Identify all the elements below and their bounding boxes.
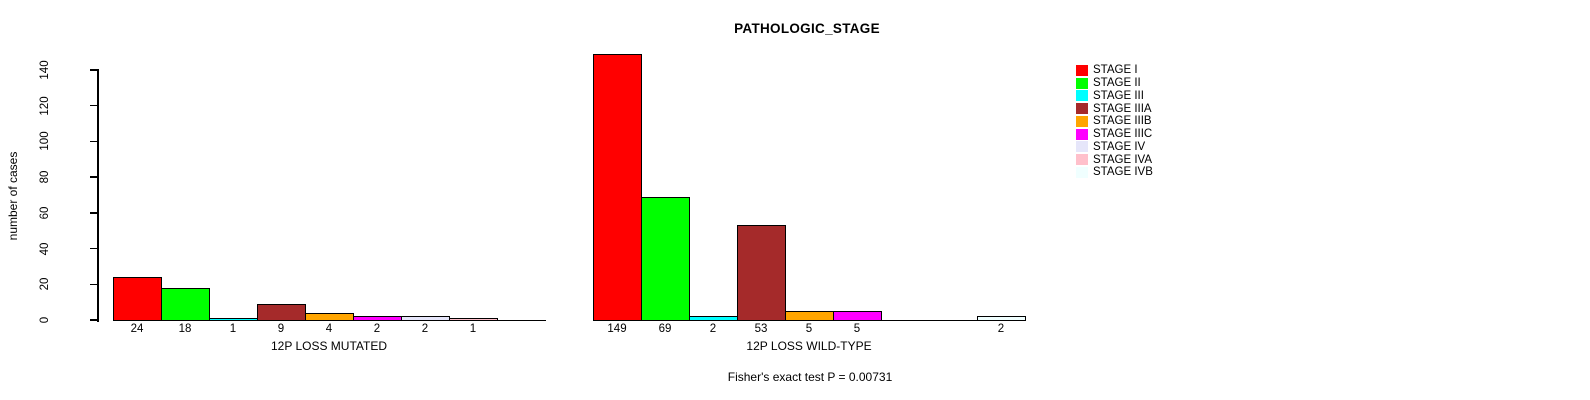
bar-stage-iiia <box>737 225 786 322</box>
legend-swatch <box>1076 141 1088 153</box>
bar-stage-i <box>593 53 642 322</box>
legend-item: STAGE IIIB <box>1076 115 1153 128</box>
legend-swatch <box>1076 128 1088 140</box>
bar-stage-i <box>113 277 162 322</box>
legend-item: STAGE III <box>1076 90 1153 103</box>
bar-stage-iiib <box>305 312 354 322</box>
y-tick-mark <box>90 247 97 250</box>
bar-value-label: 69 <box>658 323 672 335</box>
legend-label: STAGE IIIA <box>1093 102 1152 115</box>
bar-stage-iiic <box>353 316 402 322</box>
y-tick-label: 20 <box>39 277 51 291</box>
y-tick-label: 0 <box>39 316 51 324</box>
y-tick-mark <box>90 104 97 107</box>
y-tick-label: 80 <box>39 170 51 184</box>
legend-item: STAGE IIIC <box>1076 128 1153 141</box>
bar-value-label: 2 <box>709 323 717 335</box>
legend-swatch <box>1076 64 1088 76</box>
bar-value-label: 2 <box>997 323 1005 335</box>
legend-swatch <box>1076 77 1088 89</box>
bar-value-label: 24 <box>130 323 144 335</box>
fisher-test-annotation: Fisher's exact test P = 0.00731 <box>727 370 893 384</box>
y-tick-label: 120 <box>39 96 51 116</box>
bar-value-label: 149 <box>607 323 627 335</box>
legend-swatch <box>1076 103 1088 115</box>
legend-item: STAGE IVB <box>1076 166 1153 179</box>
chart-title: PATHOLOGIC_STAGE <box>734 21 880 36</box>
legend-swatch <box>1076 115 1088 127</box>
legend-label: STAGE IVA <box>1093 153 1153 166</box>
legend-label: STAGE IVB <box>1093 166 1153 179</box>
bar-value-label: 5 <box>805 323 813 335</box>
legend-label: STAGE III <box>1093 89 1144 102</box>
y-tick-mark <box>90 212 97 214</box>
bar-value-label: 1 <box>469 323 477 335</box>
bar-stage-ivb <box>977 316 1026 322</box>
bar-stage-iiic <box>833 311 882 322</box>
group-label: 12P LOSS MUTATED <box>270 339 388 353</box>
bar-value-label: 2 <box>373 323 381 335</box>
y-axis-label: number of cases <box>6 151 20 241</box>
bar-stage-iv <box>401 316 450 322</box>
legend-item: STAGE II <box>1076 77 1153 90</box>
legend-label: STAGE IIIC <box>1093 128 1153 141</box>
bar-stage-iii <box>209 318 258 322</box>
y-tick-mark <box>90 283 97 286</box>
bar-stage-iii <box>689 316 738 322</box>
bar-stage-iva <box>449 318 498 322</box>
y-tick-mark <box>90 176 97 178</box>
bar-value-label: 1 <box>229 323 237 335</box>
bar-stage-ii <box>161 287 210 322</box>
legend-label: STAGE IV <box>1093 140 1146 153</box>
bar-stage-iiia <box>257 303 306 322</box>
y-axis-line <box>97 69 99 322</box>
legend-label: STAGE IIIB <box>1093 115 1152 128</box>
bar-value-label: 9 <box>277 323 285 335</box>
y-tick-mark <box>90 69 97 71</box>
legend-item: STAGE I <box>1076 64 1153 77</box>
legend-swatch <box>1076 166 1088 178</box>
y-tick-label: 60 <box>39 206 51 220</box>
legend: STAGE I STAGE II STAGE III STAGE IIIA STAGE … <box>1076 64 1153 179</box>
legend-item: STAGE IVA <box>1076 153 1153 166</box>
bar-value-label: 4 <box>325 323 333 335</box>
legend-item: STAGE IIIA <box>1076 102 1153 115</box>
y-tick-label: 100 <box>39 131 51 152</box>
bar-value-label: 5 <box>853 323 861 335</box>
legend-item: STAGE IV <box>1076 141 1153 154</box>
legend-label: STAGE II <box>1093 77 1141 90</box>
bar-value-label: 53 <box>754 323 768 335</box>
legend-label: STAGE I <box>1093 64 1138 77</box>
y-tick-label: 140 <box>39 60 51 80</box>
y-tick-mark <box>90 140 97 143</box>
bar-stage-ii <box>641 196 690 322</box>
bar-value-label: 2 <box>421 323 429 335</box>
legend-swatch <box>1076 154 1088 166</box>
legend-swatch <box>1076 90 1088 102</box>
group-label: 12P LOSS WILD-TYPE <box>746 339 872 353</box>
bar-stage-iiib <box>785 311 834 322</box>
y-tick-label: 40 <box>39 242 51 255</box>
y-tick-mark <box>90 319 97 321</box>
bar-value-label: 18 <box>178 323 192 335</box>
